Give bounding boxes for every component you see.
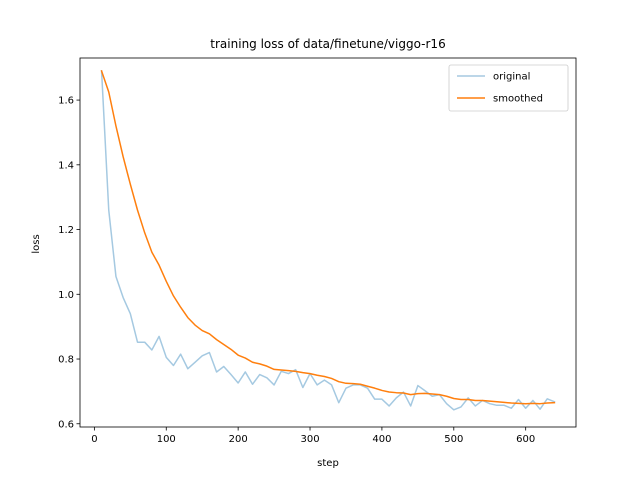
legend-label-original: original xyxy=(493,72,530,83)
chart-title: training loss of data/finetune/viggo-r16 xyxy=(210,37,445,51)
legend-label-smoothed: smoothed xyxy=(493,94,543,105)
x-tick-label: 0 xyxy=(91,434,97,445)
x-tick-label: 100 xyxy=(157,434,176,445)
axes-frame xyxy=(79,57,577,428)
y-tick-label: 1.2 xyxy=(58,225,74,236)
series-line-smoothed xyxy=(100,69,556,405)
plot-area: 0 100 200 300 400 500 600 0.6 0.8 1.0 1.2 1.4 1.6 ori… xyxy=(58,57,577,445)
x-tick-label: 300 xyxy=(300,434,319,445)
y-tick-label: 0.8 xyxy=(58,355,74,366)
y-axis-label: loss xyxy=(31,234,42,253)
x-tick-label: 400 xyxy=(372,434,391,445)
y-tick-label: 0.6 xyxy=(58,419,74,430)
y-tick-label: 1.6 xyxy=(58,96,74,107)
x-tick-label: 600 xyxy=(516,434,535,445)
y-tick-label: 1.0 xyxy=(58,290,74,301)
y-tick-label: 1.4 xyxy=(58,160,74,171)
series-line-original xyxy=(100,70,556,411)
x-tick-label: 500 xyxy=(444,434,463,445)
x-tick-label: 200 xyxy=(229,434,248,445)
legend-box xyxy=(448,64,569,112)
x-axis-label: step xyxy=(317,458,339,469)
